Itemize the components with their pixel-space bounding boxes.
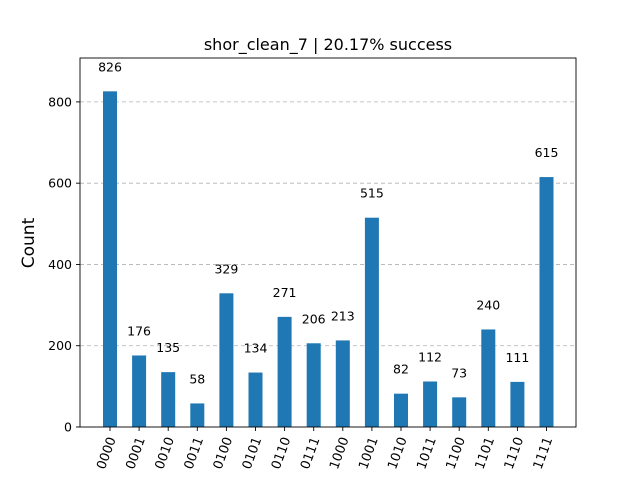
x-tick-label: 1011 — [414, 435, 439, 471]
bar-1011 — [423, 381, 438, 427]
x-tick-label: 0100 — [211, 435, 236, 471]
x-tick-label: 1000 — [327, 435, 352, 471]
bar-value-label: 73 — [451, 365, 467, 380]
x-tick-label: 0010 — [153, 435, 178, 471]
bar-value-label: 271 — [273, 285, 297, 300]
x-tick-label: 1100 — [444, 435, 469, 471]
bar-value-label: 329 — [214, 261, 238, 276]
bar-value-label: 240 — [476, 297, 500, 312]
bar-value-label: 135 — [156, 340, 180, 355]
bar-value-label: 213 — [331, 308, 355, 323]
bar-0111 — [306, 343, 321, 427]
bar-0010 — [161, 372, 176, 427]
plot-frame — [79, 57, 577, 428]
x-tick-label: 1001 — [356, 435, 381, 471]
bar-value-label: 111 — [505, 350, 529, 365]
x-tick-label: 1111 — [531, 435, 556, 471]
bar-0110 — [277, 316, 292, 427]
bar-value-label: 206 — [302, 311, 326, 326]
y-axis-label: Count — [19, 217, 39, 268]
x-tick-label: 1101 — [473, 435, 498, 471]
bar-1001 — [364, 217, 379, 427]
bar-value-label: 112 — [418, 349, 442, 364]
y-tick-label: 0 — [64, 420, 72, 435]
bar-0011 — [190, 403, 205, 427]
grid-lines — [80, 101, 576, 347]
bar-0000 — [103, 91, 117, 427]
bar-1000 — [335, 340, 350, 427]
bar-value-label: 826 — [98, 59, 122, 74]
y-axis-ticks: 0 200 400 600 800 — [48, 94, 80, 435]
x-tick-label: 0110 — [269, 435, 294, 471]
bars — [103, 91, 554, 427]
x-tick-label: 1110 — [502, 435, 527, 471]
x-tick-label: 0011 — [182, 435, 207, 471]
chart-title: shor_clean_7 | 20.17% success — [204, 35, 452, 55]
y-tick-label: 800 — [48, 94, 72, 109]
x-tick-label: 0001 — [123, 435, 148, 471]
bar-value-label: 58 — [189, 371, 205, 386]
bar-1111 — [539, 177, 554, 427]
x-axis-ticks: 0000 0001 0010 0011 0100 0101 0110 0111 1000 1001… — [94, 427, 556, 471]
y-tick-label: 200 — [48, 338, 72, 353]
bar-value-label: 82 — [393, 362, 409, 377]
bar-labels: 826 176 135 58 329 134 271 206 213 515 82 112 73 240 1… — [98, 59, 558, 386]
bar-1100 — [452, 397, 467, 427]
x-tick-label: 0000 — [94, 435, 119, 471]
bar-1101 — [481, 329, 496, 427]
bar-value-label: 176 — [127, 323, 151, 338]
bar-value-label: 615 — [535, 145, 559, 160]
bar-0001 — [132, 355, 147, 427]
bar-0101 — [248, 372, 263, 427]
bar-value-label: 134 — [244, 341, 268, 356]
bar-1110 — [510, 381, 525, 427]
bar-value-label: 515 — [360, 186, 384, 201]
y-tick-label: 400 — [48, 257, 72, 272]
x-tick-label: 0101 — [240, 435, 265, 471]
x-tick-label: 1010 — [385, 435, 410, 471]
bar-1010 — [394, 393, 408, 427]
y-tick-label: 600 — [48, 176, 72, 191]
x-tick-label: 0111 — [298, 435, 323, 471]
bar-0100 — [219, 293, 234, 427]
